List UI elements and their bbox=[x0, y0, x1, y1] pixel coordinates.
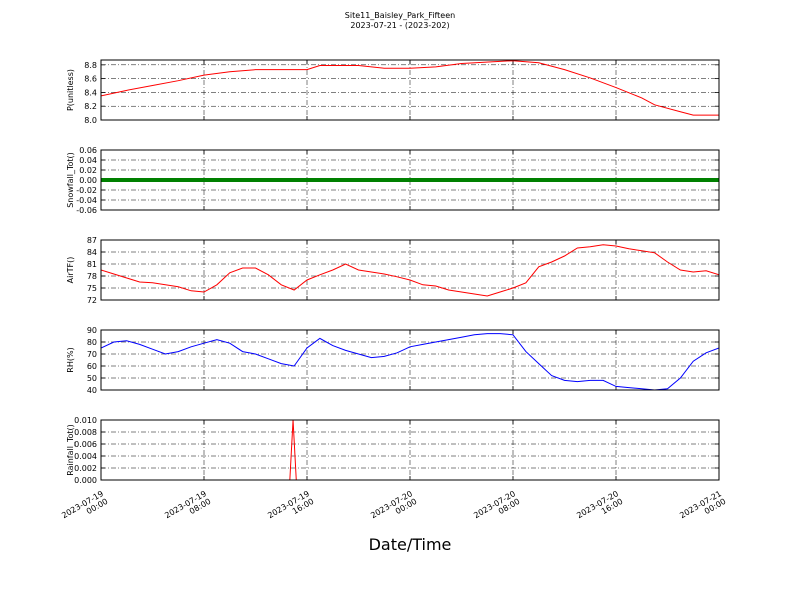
x-axis-label: Date/Time bbox=[369, 535, 452, 554]
y-tick-label: 0.008 bbox=[74, 428, 97, 437]
y-tick-label: 0.00 bbox=[79, 176, 97, 185]
y-tick-label: 75 bbox=[87, 284, 97, 293]
y-axis-label: RH(%) bbox=[66, 347, 75, 372]
y-tick-label: 70 bbox=[87, 350, 97, 359]
y-tick-label: 0.04 bbox=[79, 156, 97, 165]
y-tick-label: 0.006 bbox=[74, 440, 97, 449]
y-tick-label: 0.002 bbox=[74, 464, 97, 473]
chart-title: Site11_Baisley_Park_Fifteen bbox=[345, 11, 455, 20]
data-line bbox=[101, 333, 719, 390]
y-tick-label: 72 bbox=[87, 296, 97, 305]
plot-area bbox=[101, 60, 719, 116]
y-tick-label: 60 bbox=[87, 362, 97, 371]
y-tick-label: -0.02 bbox=[76, 186, 97, 195]
axes-frame bbox=[100, 239, 720, 301]
y-tick-label: 90 bbox=[87, 326, 97, 335]
axes-frame bbox=[100, 329, 720, 391]
y-tick-label: 50 bbox=[87, 374, 97, 383]
y-axis-label: P(unitless) bbox=[66, 69, 75, 111]
data-line bbox=[101, 244, 719, 297]
axes-frame bbox=[100, 149, 720, 211]
y-tick-label: 0.000 bbox=[74, 476, 97, 485]
y-tick-label: 8.6 bbox=[84, 75, 97, 84]
plot-area bbox=[101, 244, 719, 297]
x-tick-label: 2023-07-19 08:00 bbox=[163, 489, 212, 528]
y-tick-label: -0.06 bbox=[76, 206, 97, 215]
y-tick-label: 0.02 bbox=[79, 166, 97, 175]
y-axis-label: AirTF() bbox=[66, 257, 75, 284]
axes-frame bbox=[100, 419, 720, 481]
y-tick-label: 0.06 bbox=[79, 146, 97, 155]
y-tick-label: 40 bbox=[87, 386, 97, 395]
y-tick-label: 78 bbox=[87, 272, 97, 281]
y-tick-label: 81 bbox=[87, 260, 97, 269]
x-tick-label: 2023-07-20 08:00 bbox=[472, 489, 521, 528]
data-line bbox=[101, 60, 719, 116]
y-tick-label: 87 bbox=[87, 236, 97, 245]
plot-area bbox=[101, 333, 719, 390]
y-tick-label: 8.2 bbox=[84, 102, 97, 111]
x-tick-label: 2023-07-20 16:00 bbox=[575, 489, 624, 528]
x-tick-label: 2023-07-19 16:00 bbox=[266, 489, 315, 528]
y-tick-label: 8.8 bbox=[84, 61, 97, 70]
y-tick-label: 8.0 bbox=[84, 116, 97, 125]
y-tick-label: 0.010 bbox=[74, 416, 97, 425]
x-tick-label: 2023-07-19 00:00 bbox=[60, 489, 109, 528]
y-axis-label: Rainfall_Tot() bbox=[66, 424, 75, 476]
y-tick-label: -0.04 bbox=[76, 196, 97, 205]
x-tick-label: 2023-07-21 00:00 bbox=[678, 489, 727, 528]
y-tick-label: 80 bbox=[87, 338, 97, 347]
y-tick-label: 8.4 bbox=[84, 88, 97, 97]
axes-frame bbox=[100, 59, 720, 121]
y-tick-label: 84 bbox=[87, 248, 97, 257]
x-tick-label: 2023-07-20 00:00 bbox=[369, 489, 418, 528]
chart-subtitle: 2023-07-21 - (2023-202) bbox=[350, 21, 449, 30]
y-axis-label: Snowfall_Tot() bbox=[66, 152, 75, 208]
y-tick-label: 0.004 bbox=[74, 452, 97, 461]
